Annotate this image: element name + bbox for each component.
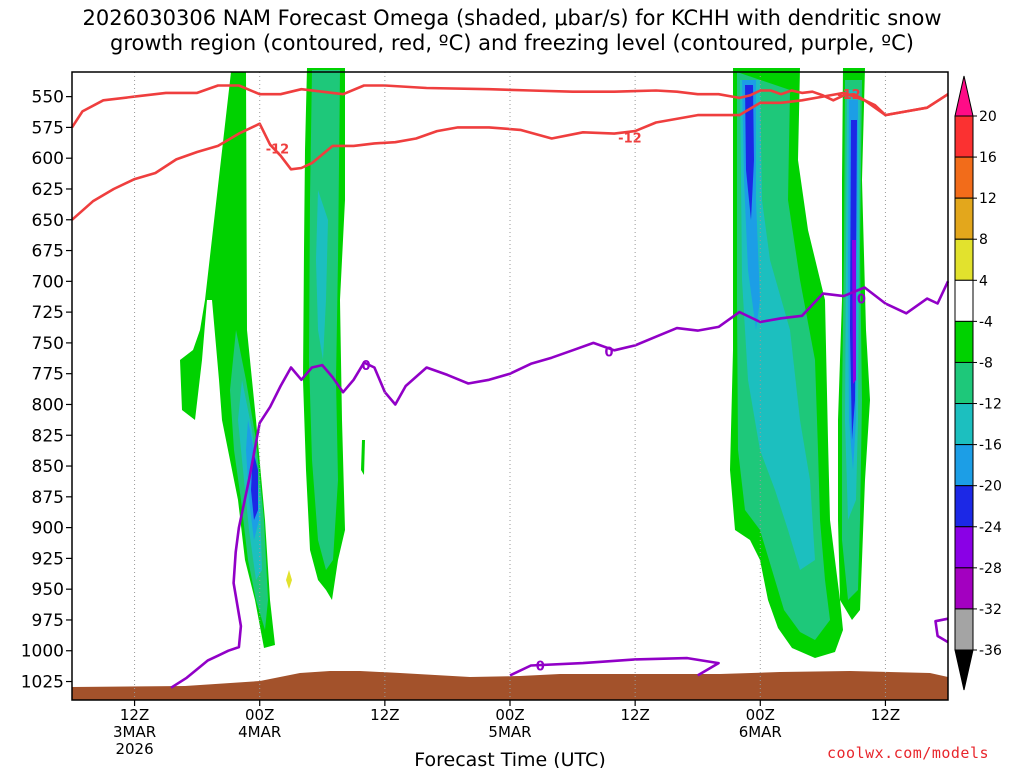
- colorbar-label: -20: [979, 479, 1002, 495]
- omega-region-blue: [251, 450, 258, 520]
- x-tick-label: 12Z: [620, 706, 649, 724]
- colorbar-swatch: [954, 485, 974, 528]
- colorbar-label: -16: [979, 438, 1002, 454]
- omega-shading: [72, 68, 948, 700]
- colorbar: 20 16 12 8 4 -4 -8 -12 -16 -20 -24 -28 -32 -36: [954, 75, 1002, 691]
- colorbar-label: -4: [979, 314, 993, 330]
- omega-region-cyan: [740, 80, 815, 570]
- contour-lines: -12 -12 -12 0 0 0 0: [70, 84, 950, 689]
- y-tick-label: 800: [32, 395, 64, 415]
- omega-region-yellow: [286, 570, 292, 589]
- x-tick-label: 12Z: [370, 706, 399, 724]
- y-tick-label: 625: [32, 180, 64, 200]
- y-tick-label: 700: [32, 272, 64, 292]
- colorbar-cap-bottom: [954, 649, 974, 691]
- colorbar-swatch: [954, 279, 974, 322]
- y-tick-label: 875: [32, 488, 64, 508]
- omega-region-blue: [745, 85, 754, 220]
- x-axis-label: Forecast Time (UTC): [414, 749, 605, 768]
- y-tick-label: 925: [32, 549, 64, 569]
- contour-label: -12: [266, 142, 290, 157]
- contour-label: -12: [618, 131, 642, 146]
- x-tick-label: 4MAR: [238, 723, 281, 741]
- y-tick-label: 950: [32, 580, 64, 600]
- y-tick-label: 825: [32, 426, 64, 446]
- colorbar-label: 16: [979, 150, 997, 166]
- contour-line: [509, 656, 720, 677]
- x-tick-label: 00Z: [495, 706, 524, 724]
- contour-line: [934, 617, 949, 644]
- colorbar-swatch: [954, 608, 974, 651]
- colorbar-label: -8: [979, 355, 993, 371]
- colorbar-swatch: [954, 156, 974, 199]
- colorbar-swatch: [954, 361, 974, 405]
- colorbar-label: -28: [979, 561, 1002, 577]
- colorbar-label: 12: [979, 191, 997, 207]
- y-tick-label: 750: [32, 334, 64, 354]
- contour-line: [71, 91, 949, 221]
- terrain-surface: [72, 671, 948, 700]
- contour-label: 0: [362, 359, 371, 374]
- y-tick-label: 1000: [21, 642, 64, 662]
- y-tick-label: 975: [32, 611, 64, 631]
- y-tick-label: 650: [32, 211, 64, 231]
- colorbar-label: -24: [979, 520, 1002, 536]
- omega-region-cyan: [316, 190, 328, 360]
- colorbar-label: 20: [979, 109, 997, 125]
- credit-text: coolwx.com/models: [827, 744, 990, 762]
- contour-label: -12: [837, 88, 861, 103]
- contour-label: 0: [605, 346, 614, 361]
- y-tick-label: 675: [32, 242, 64, 262]
- colorbar-swatch: [954, 238, 974, 281]
- y-tick-label: 1025: [21, 673, 64, 693]
- x-tick-label: 12Z: [871, 706, 900, 724]
- y-tick-label: 575: [32, 118, 64, 138]
- y-tick-label: 550: [32, 88, 64, 108]
- y-axis: 550 575 600 625 650 675 700 725 750 775 800 825 850 8…: [21, 88, 72, 693]
- x-tick-label: 2026: [115, 740, 153, 758]
- x-tick-label: 5MAR: [488, 723, 531, 741]
- y-tick-label: 850: [32, 457, 64, 477]
- x-tick-label: 12Z: [120, 706, 149, 724]
- colorbar-swatch: [954, 115, 974, 158]
- colorbar-label: 8: [979, 232, 988, 248]
- colorbar-label: -32: [979, 602, 1002, 618]
- colorbar-swatch: [954, 197, 974, 240]
- omega-region-purple: [852, 240, 856, 384]
- y-tick-label: 600: [32, 149, 64, 169]
- colorbar-swatch: [954, 444, 974, 487]
- colorbar-swatch: [954, 526, 974, 569]
- omega-region-green: [361, 440, 365, 475]
- contour-line: [170, 280, 950, 689]
- colorbar-swatch: [954, 320, 974, 363]
- x-tick-label: 6MAR: [739, 723, 782, 741]
- colorbar-label: -36: [979, 643, 1002, 659]
- colorbar-label: -12: [979, 397, 1002, 413]
- y-tick-label: 900: [32, 519, 64, 539]
- colorbar-label: 4: [979, 273, 988, 289]
- y-tick-label: 725: [32, 303, 64, 323]
- contour-line: [70, 84, 949, 129]
- x-tick-label: 00Z: [245, 706, 274, 724]
- contour-label: 0: [857, 293, 866, 308]
- colorbar-swatch: [954, 403, 974, 446]
- colorbar-swatch: [954, 567, 974, 610]
- chart-title: 2026030306 NAM Forecast Omega (shaded, μ…: [82, 6, 942, 55]
- y-tick-label: 775: [32, 365, 64, 385]
- contour-label: 0: [536, 660, 545, 675]
- colorbar-cap-top: [954, 75, 974, 117]
- x-tick-label: 3MAR: [113, 723, 156, 741]
- x-tick-label: 00Z: [746, 706, 775, 724]
